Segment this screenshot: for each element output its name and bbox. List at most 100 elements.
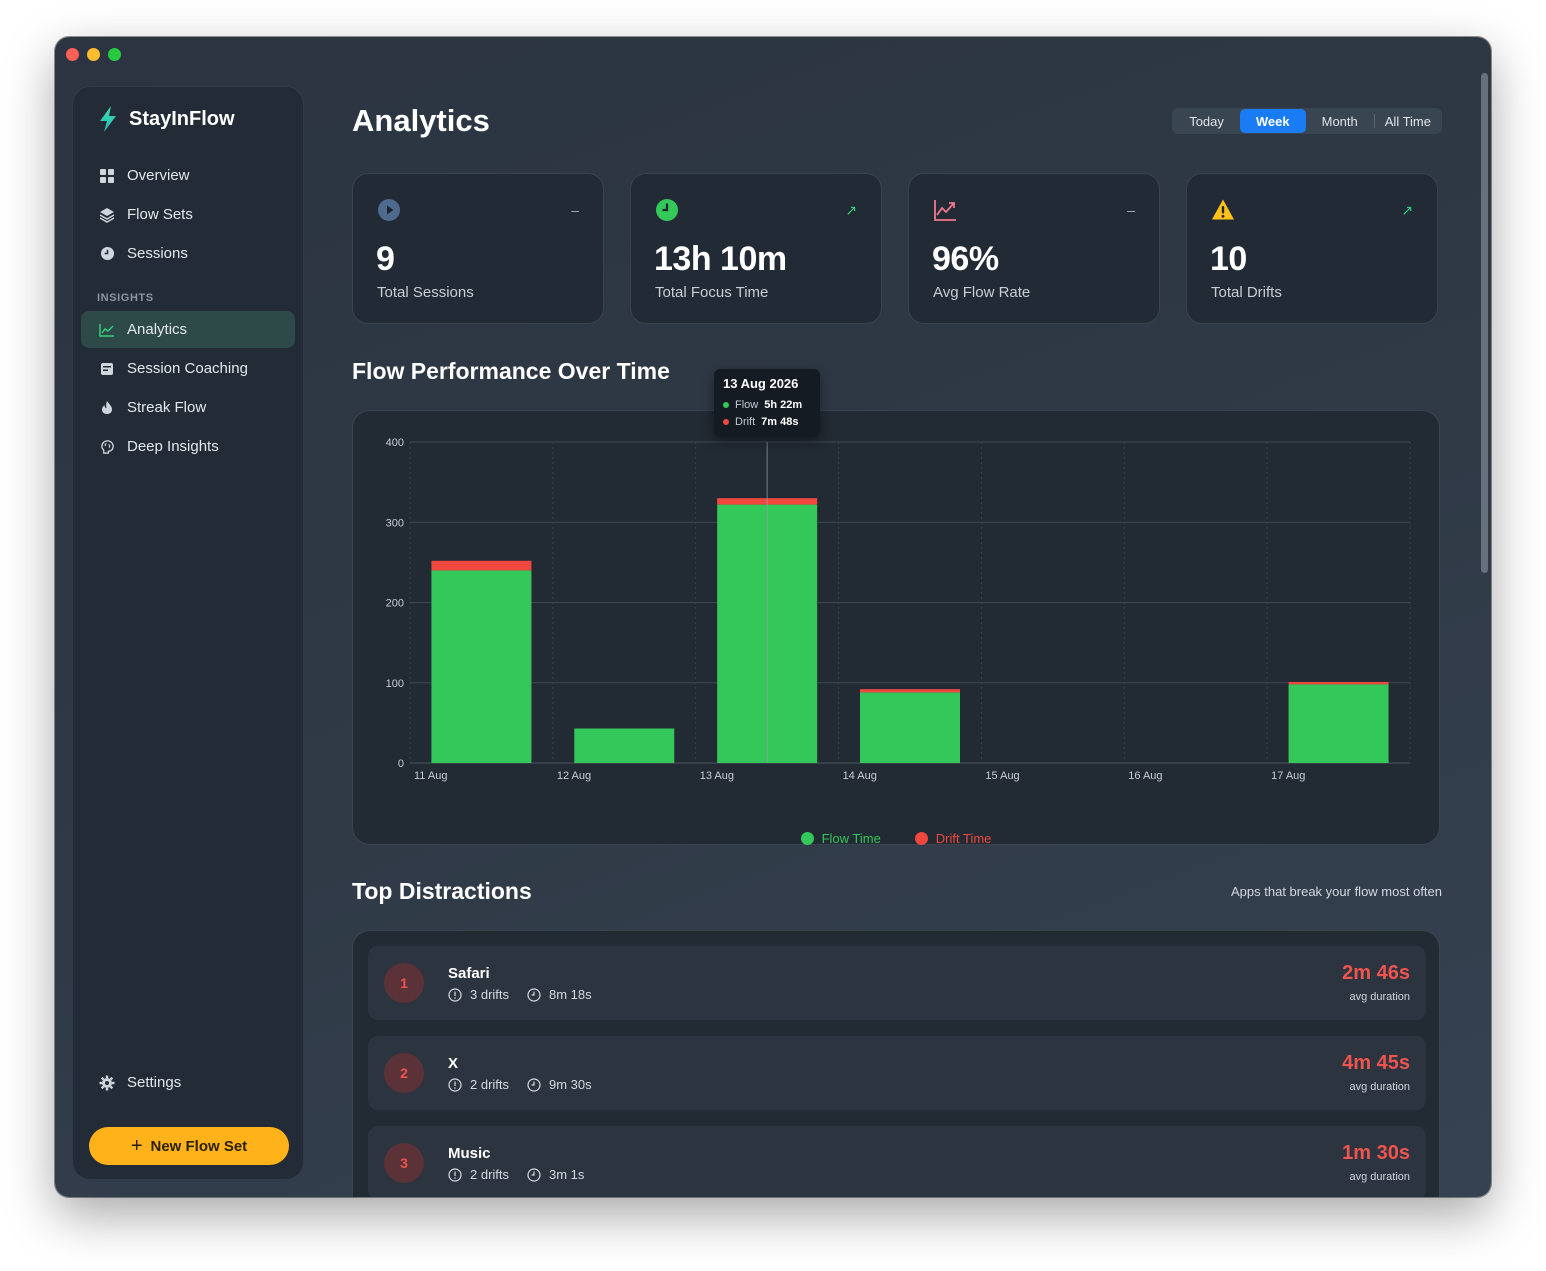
distractions-title: Top Distractions: [352, 878, 532, 904]
new-flow-set-button[interactable]: + New Flow Set: [89, 1127, 289, 1165]
range-month-button[interactable]: Month: [1321, 113, 1358, 129]
legend-item-drift-time[interactable]: Drift Time: [914, 831, 991, 846]
list-item[interactable]: 2 X 2 drifts 9m 30s 4m 45s avg duration: [368, 1036, 1426, 1110]
stat-label: Total Sessions: [377, 284, 474, 301]
sidebar-item-deep-insights[interactable]: Deep Insights: [81, 428, 295, 465]
total-time-text: 3m 1s: [549, 1167, 585, 1182]
main-content: Analytics Today Week Month All Time – 9 …: [352, 37, 1442, 1197]
scrollbar-thumb[interactable]: [1481, 73, 1488, 573]
list-item[interactable]: 1 Safari 3 drifts 8m 18s 2m 46s avg dura…: [368, 946, 1426, 1020]
stat-value: 13h 10m: [654, 240, 787, 278]
clock-icon: [99, 246, 115, 262]
stat-card-avg-flow-rate: – 96% Avg Flow Rate: [908, 173, 1160, 324]
sidebar-item-settings[interactable]: Settings: [81, 1064, 295, 1101]
close-window-button[interactable]: [66, 48, 79, 61]
warning-icon: [1212, 199, 1234, 220]
bolt-icon: [100, 106, 116, 132]
total-time: 9m 30s: [527, 1077, 592, 1092]
sidebar-item-session-coaching[interactable]: Session Coaching: [81, 350, 295, 387]
legend-item-flow-time[interactable]: Flow Time: [800, 831, 881, 846]
avg-duration-label: avg duration: [1349, 1171, 1410, 1183]
stat-value: 96%: [932, 240, 999, 278]
brand: StayInFlow: [97, 105, 235, 133]
play-circle-icon: [378, 199, 400, 221]
rank-badge: 1: [384, 963, 424, 1003]
trend-flat-icon: –: [1127, 202, 1135, 218]
sidebar-item-sessions[interactable]: Sessions: [81, 235, 295, 272]
tooltip-series-name: Flow: [735, 398, 759, 411]
range-all-time-button[interactable]: All Time: [1384, 113, 1431, 129]
sidebar-item-streak-flow[interactable]: Streak Flow: [81, 389, 295, 426]
drift-count-text: 2 drifts: [470, 1167, 510, 1182]
sidebar-item-flow-sets[interactable]: Flow Sets: [81, 196, 295, 233]
range-selector: Today Week Month All Time: [1172, 108, 1442, 134]
info-circle-icon: [448, 1077, 462, 1092]
bar-drift-time: [860, 689, 960, 693]
app-name: Safari: [448, 965, 490, 982]
sidebar-item-label: Settings: [127, 1074, 182, 1091]
range-week-button[interactable]: Week: [1239, 109, 1306, 133]
y-tick-label: 0: [398, 758, 404, 770]
stat-label: Total Drifts: [1211, 284, 1282, 301]
flame-icon: [99, 400, 115, 416]
x-tick-label: 17 Aug: [1271, 770, 1305, 782]
info-circle-icon: [448, 1167, 462, 1182]
sidebar-item-label: Overview: [127, 167, 190, 184]
rank-badge: 3: [384, 1143, 424, 1183]
avg-duration-label: avg duration: [1349, 991, 1410, 1003]
zoom-window-button[interactable]: [108, 48, 121, 61]
bar-flow-time: [574, 728, 675, 763]
x-tick-label: 12 Aug: [557, 770, 591, 782]
drift-count: 3 drifts: [448, 987, 509, 1002]
trend-flat-icon: –: [571, 202, 579, 218]
list-item[interactable]: 3 Music 2 drifts 3m 1s 1m 30s avg durati…: [368, 1126, 1426, 1197]
chart-line-icon: [99, 322, 115, 338]
minimize-window-button[interactable]: [87, 48, 100, 61]
tooltip-row-flow: Flow 5h 22m: [723, 396, 811, 413]
drift-count-text: 2 drifts: [470, 1077, 510, 1092]
chart-tooltip: 13 Aug 2026 Flow 5h 22m Drift 7m 48s: [714, 369, 820, 437]
total-time: 8m 18s: [527, 987, 592, 1002]
drift-count-text: 3 drifts: [470, 987, 510, 1002]
plus-icon: +: [130, 1135, 143, 1157]
brain-icon: [99, 439, 115, 455]
sidebar-item-label: Analytics: [127, 321, 188, 338]
chart-section-title: Flow Performance Over Time: [352, 358, 670, 384]
bar-flow-time: [1288, 684, 1389, 763]
app-meta: 2 drifts 3m 1s: [448, 1167, 584, 1182]
sidebar-item-analytics[interactable]: Analytics: [81, 311, 295, 348]
stats-row: – 9 Total Sessions ↗ 13h 10m Total Focus…: [352, 173, 1440, 324]
total-time-text: 9m 30s: [549, 1077, 592, 1092]
tooltip-dot-drift: [723, 418, 729, 425]
app-window: StayInFlow Overview Flow Sets Sessions: [55, 37, 1491, 1197]
legend-dot-flow: [800, 832, 814, 845]
clock-outline-icon: [527, 1077, 541, 1092]
drift-count: 2 drifts: [448, 1167, 509, 1182]
trend-up-icon: ↗: [845, 202, 857, 218]
stat-label: Avg Flow Rate: [933, 284, 1031, 301]
app-name: StayInFlow: [129, 107, 235, 130]
rank-badge: 2: [384, 1053, 424, 1093]
stat-value: 9: [376, 240, 395, 278]
bar-flow-time: [860, 692, 960, 763]
app-meta: 2 drifts 9m 30s: [448, 1077, 592, 1092]
y-tick-label: 200: [386, 598, 404, 610]
x-tick-label: 11 Aug: [414, 770, 447, 782]
tooltip-row-drift: Drift 7m 48s: [723, 413, 811, 430]
sidebar-item-label: Session Coaching: [127, 360, 248, 377]
tooltip-series-name: Drift: [735, 415, 756, 428]
bar-drift-time: [431, 560, 532, 571]
sidebar-item-overview[interactable]: Overview: [81, 157, 295, 194]
sidebar-item-label: Flow Sets: [127, 206, 193, 223]
sidebar: StayInFlow Overview Flow Sets Sessions: [72, 86, 304, 1180]
tooltip-title: 13 Aug 2026: [723, 376, 799, 391]
clock-green-icon: [656, 199, 678, 221]
y-tick-label: 300: [386, 517, 404, 529]
stat-label: Total Focus Time: [655, 284, 769, 301]
main-nav: Overview Flow Sets Sessions: [81, 157, 295, 274]
total-time: 3m 1s: [527, 1167, 584, 1182]
range-today-button[interactable]: Today: [1189, 113, 1224, 129]
flow-performance-chart: 0 100 200 300 400 11 Aug 12 Aug 13 Aug 14 Aug 15 …: [352, 410, 1440, 846]
new-flow-set-label: New Flow Set: [150, 1137, 248, 1155]
distractions-subtitle: Apps that break your flow most often: [1231, 884, 1442, 899]
